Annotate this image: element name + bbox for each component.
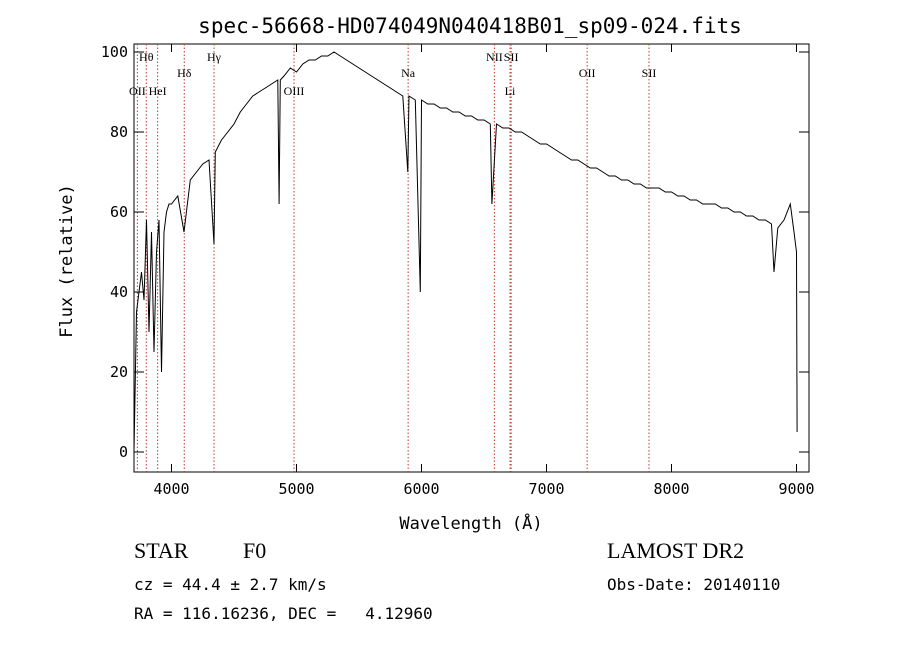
coordinates-info: RA = 116.16236, DEC = 4.12960 [134,604,433,623]
y-axis-label: Flux (relative) [57,184,77,338]
spectral-line-label: SII [642,66,657,80]
plot-frame [133,43,810,473]
spectral-line-markers [136,44,650,472]
chart-title: spec-56668-HD074049N040418B01_sp09-024.f… [198,14,742,38]
x-axis-ticks: 4000 5000 6000 7000 8000 9000 [153,44,815,498]
spectrum-series-line [133,51,798,453]
observation-date: Obs-Date: 20140110 [607,575,781,594]
x-axis-label: Wavelength (Å) [399,512,542,534]
y-tick-label: 100 [101,43,128,61]
y-axis-ticks: 0 20 40 60 80 100 [101,43,809,461]
spectral-line-label: OII [579,66,596,80]
spectral-line-label: Hθ [139,50,154,64]
y-tick-label: 20 [110,363,128,381]
x-tick-label: 4000 [153,480,189,498]
spectral-line-label: OII [129,84,146,98]
x-tick-label: 6000 [403,480,439,498]
spectral-line-label: Hγ [207,50,222,64]
x-tick-label: 5000 [278,480,314,498]
object-class: STAR [134,538,189,563]
spectral-line-label: OIII [284,84,305,98]
spectral-line-label: SII [504,50,519,64]
spectral-line-label: Li [505,84,516,98]
x-tick-label: 9000 [778,480,814,498]
y-tick-label: 0 [119,443,128,461]
object-subclass: F0 [243,538,267,563]
y-tick-label: 80 [110,123,128,141]
spectral-line-label: NII [486,50,503,64]
x-tick-label: 8000 [653,480,689,498]
survey-name: LAMOST DR2 [607,538,745,563]
y-tick-label: 40 [110,283,128,301]
x-tick-label: 7000 [528,480,564,498]
spectral-line-label: HeI [149,84,167,98]
spectral-line-label: Hδ [177,66,192,80]
spectral-line-label: Na [401,66,416,80]
redshift-info: cz = 44.4 ± 2.7 km/s [134,575,327,594]
y-tick-label: 60 [110,203,128,221]
